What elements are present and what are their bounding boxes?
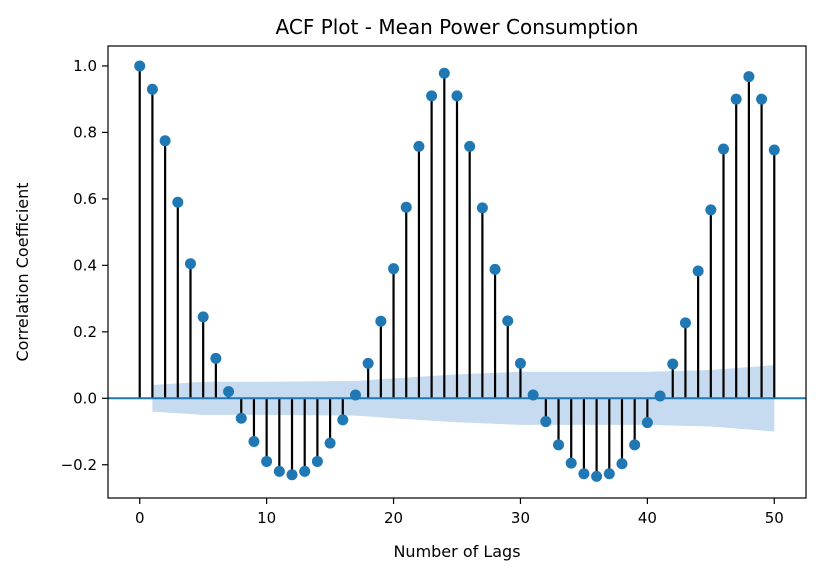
acf-point bbox=[743, 71, 755, 83]
acf-point bbox=[502, 315, 514, 327]
acf-point bbox=[451, 90, 463, 102]
acf-point bbox=[413, 140, 425, 152]
acf-point bbox=[210, 352, 222, 364]
acf-point bbox=[667, 358, 679, 370]
acf-point bbox=[464, 140, 476, 152]
y-tick-label: 0.6 bbox=[73, 190, 97, 208]
x-tick-label: 10 bbox=[257, 509, 276, 527]
acf-point bbox=[248, 436, 260, 447]
acf-point bbox=[299, 465, 311, 477]
y-tick-label: 0.2 bbox=[73, 323, 97, 341]
acf-point bbox=[489, 263, 501, 275]
acf-point bbox=[349, 389, 361, 401]
acf-point bbox=[730, 93, 742, 105]
x-axis-label: Number of Lags bbox=[393, 542, 520, 561]
x-tick-label: 50 bbox=[765, 509, 784, 527]
y-tick-label: 0.0 bbox=[73, 389, 97, 407]
y-tick-label: 1.0 bbox=[73, 57, 97, 75]
acf-point bbox=[400, 201, 412, 213]
acf-point bbox=[286, 469, 298, 481]
x-tick-label: 40 bbox=[638, 509, 657, 527]
acf-point bbox=[768, 144, 780, 156]
acf-point bbox=[438, 67, 450, 79]
acf-point bbox=[324, 437, 336, 449]
acf-point bbox=[172, 196, 184, 208]
acf-point bbox=[692, 265, 704, 277]
y-axis-label: Correlation Coefficient bbox=[13, 182, 32, 361]
acf-point bbox=[705, 204, 717, 216]
x-tick-label: 0 bbox=[135, 509, 145, 527]
acf-point bbox=[223, 386, 235, 398]
x-tick-label: 30 bbox=[511, 509, 530, 527]
acf-point bbox=[679, 317, 691, 329]
acf-point bbox=[375, 315, 387, 327]
y-tick-label: −0.2 bbox=[61, 456, 97, 474]
acf-point bbox=[540, 416, 552, 428]
plot-frame bbox=[107, 45, 807, 499]
acf-point bbox=[184, 258, 196, 270]
acf-point bbox=[273, 465, 285, 477]
acf-point bbox=[134, 60, 146, 72]
acf-point bbox=[514, 357, 526, 369]
x-tick-label: 20 bbox=[384, 509, 403, 527]
acf-point bbox=[311, 455, 323, 467]
y-tick-label: 0.4 bbox=[73, 256, 97, 274]
acf-point bbox=[235, 412, 247, 424]
acf-point bbox=[654, 390, 666, 402]
acf-point bbox=[641, 417, 653, 429]
acf-point bbox=[756, 93, 768, 105]
acf-point bbox=[578, 468, 590, 480]
acf-point bbox=[197, 311, 209, 323]
acf-point bbox=[553, 439, 565, 451]
acf-point bbox=[603, 468, 615, 480]
acf-point bbox=[146, 83, 158, 95]
acf-point bbox=[261, 455, 273, 467]
acf-point bbox=[718, 143, 730, 155]
y-tick-label: 0.8 bbox=[73, 123, 97, 141]
acf-point bbox=[629, 439, 641, 451]
acf-point bbox=[337, 414, 349, 426]
plot-area: 0 10 20 30 40 50 −0.2 0.0 0.2 0.4 0.6 0.8 1.0 bbox=[61, 45, 807, 527]
acf-point bbox=[159, 135, 171, 147]
acf-point bbox=[426, 90, 438, 102]
acf-point bbox=[476, 202, 488, 214]
acf-point bbox=[616, 458, 628, 470]
acf-point bbox=[565, 457, 577, 469]
acf-point bbox=[362, 357, 374, 369]
acf-point bbox=[527, 389, 539, 401]
chart-title: ACF Plot - Mean Power Consumption bbox=[276, 15, 639, 39]
acf-point bbox=[591, 470, 603, 482]
acf-point bbox=[388, 263, 400, 275]
